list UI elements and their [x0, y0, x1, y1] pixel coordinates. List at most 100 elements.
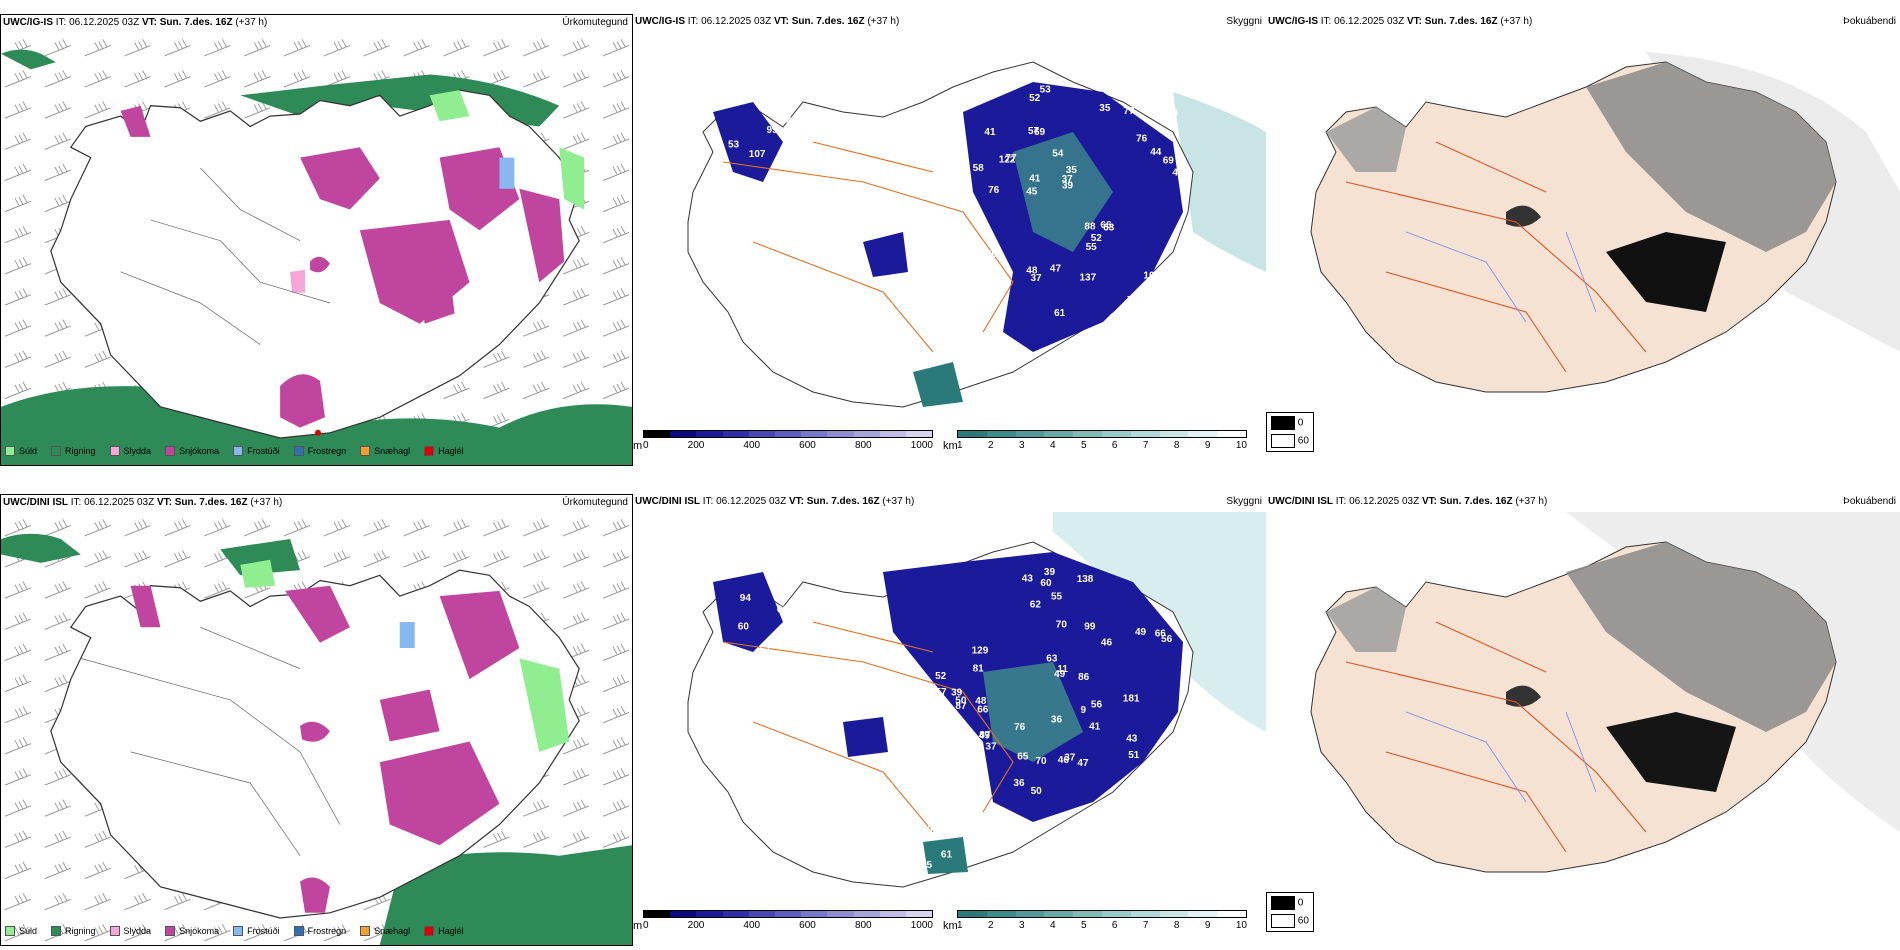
colorbar-tick: 800	[854, 440, 872, 451]
cloud-base-value-label: 56	[1091, 699, 1103, 710]
cloud-base-value-label: 41	[978, 276, 990, 287]
fog-param-row1: Þokuábendi	[1843, 16, 1896, 27]
cloud-base-value-label: 95	[985, 293, 997, 304]
cloud-base-value-label: 99	[1084, 622, 1096, 633]
cloud-base-value-label: 118	[962, 311, 979, 322]
colorbar-step	[722, 431, 749, 437]
fog-legend-swatch-high	[1271, 896, 1295, 910]
cloud-base-value-label: 77	[1005, 153, 1017, 164]
precip-param-row2: Úrkomutegund	[562, 497, 628, 508]
visibility-unit: km	[943, 440, 958, 452]
cloud-base-unit: m	[633, 920, 643, 932]
legend-swatch	[360, 926, 371, 936]
precip-title-row2: UWC/DINI ISL IT: 06.12.2025 03Z VT: Sun.…	[3, 497, 283, 508]
colorbar-step	[1073, 431, 1102, 437]
legend-swatch	[165, 446, 176, 456]
cloud-base-value-label: 125	[894, 342, 911, 353]
cloud-base-value-label: 60	[738, 621, 750, 632]
colorbar-tick: 10	[1235, 920, 1247, 931]
cloud-base-value-label: 49	[1054, 669, 1066, 680]
legend-swatch	[293, 926, 304, 936]
colorbar-step	[986, 911, 1016, 917]
colorbar-step	[696, 911, 723, 917]
colorbar-tick: 400	[743, 440, 761, 451]
fog-legend-swatch-low	[1271, 914, 1295, 928]
cloud-base-value-label: 138	[1077, 574, 1094, 585]
precip-map-row2	[1, 513, 632, 945]
colorbar-step	[827, 431, 854, 437]
cloud-base-value-label: 52	[1029, 93, 1041, 104]
fog-legend-row2: 0 60	[1266, 892, 1314, 932]
cloud-base-value-label: 47	[1077, 758, 1089, 769]
cloud-base-value-label: 55	[1051, 592, 1063, 603]
colorbar-step	[853, 431, 880, 437]
cloud-base-value-label: 77	[1123, 106, 1135, 117]
cloud-base-value-label: 36	[1051, 715, 1063, 726]
legend-swatch	[5, 926, 15, 936]
legend-item-snjokoma: Snjókoma	[165, 446, 219, 456]
cloud-base-value-label: 65	[1017, 751, 1029, 762]
precip-legend-row2: Súld Rigning Slydda Snjókoma Frostúði Fr…	[5, 923, 464, 939]
colorbar-tick: 8	[1173, 440, 1180, 451]
cloud-title-row2: UWC/DINI ISL IT: 06.12.2025 03Z VT: Sun.…	[635, 496, 915, 507]
legend-swatch	[5, 446, 15, 456]
cloud-map-row1: 89 53 47 107 99 73 57 54 42 77 57 41 69 35 63 42 52 47 88 4…	[633, 32, 1266, 430]
cloud-base-value-label: 42	[958, 250, 970, 261]
colorbar-step	[1188, 431, 1218, 437]
cloud-base-legend-row2: m 0 200 400 600 800 1000	[633, 910, 943, 944]
cloud-title-row1: UWC/IG-IS IT: 06.12.2025 03Z VT: Sun. 7.…	[635, 16, 900, 27]
colorbar-step	[879, 431, 906, 437]
cloud-base-legend-row1: m 0 200 400 600 800 1000	[633, 430, 943, 464]
legend-item-rigning: Rigning	[51, 446, 96, 456]
colorbar-tick: 6	[1111, 920, 1118, 931]
colorbar-step	[670, 911, 697, 917]
cloud-base-value-label: 137	[1080, 273, 1097, 284]
cloud-base-value-label: 22	[951, 255, 963, 266]
fog-title-row1: UWC/IG-IS IT: 06.12.2025 03Z VT: Sun. 7.…	[1268, 16, 1533, 27]
cloud-base-value-label: 53	[728, 140, 740, 151]
cloud-base-value-label: 50	[1031, 786, 1043, 797]
colorbar-step	[1217, 911, 1246, 917]
cloud-param-row1: Skyggni	[1226, 16, 1262, 27]
cloud-base-value-label: 56	[1161, 634, 1173, 645]
cloud-base-value-label: 35	[1099, 103, 1111, 114]
cloud-base-value-label: 57	[936, 687, 948, 698]
visibility-colorbar	[957, 430, 1247, 438]
fog-legend-low-label: 60	[1297, 435, 1309, 447]
colorbar-tick: 9	[1204, 920, 1211, 931]
colorbar-step	[1101, 431, 1131, 437]
cloud-base-value-label: 76	[1136, 133, 1148, 144]
colorbar-tick: 3	[1018, 920, 1025, 931]
colorbar-tick: 5	[1080, 440, 1087, 451]
cloud-base-value-label: 87	[955, 701, 967, 712]
cloud-base-value-label: 61	[1054, 308, 1066, 319]
fog-legend-high-label: 0	[1297, 897, 1304, 909]
colorbar-tick: 1	[957, 440, 963, 451]
fog-title-row2: UWC/DINI ISL IT: 06.12.2025 03Z VT: Sun.…	[1268, 496, 1548, 507]
legend-item-rigning: Rigning	[51, 926, 96, 936]
colorbar-tick: 8	[1173, 920, 1180, 931]
colorbar-step	[1044, 431, 1074, 437]
cloud-base-value-label: 76	[988, 185, 1000, 196]
colorbar-step	[1015, 911, 1045, 917]
cloud-base-value-label: 51	[941, 307, 953, 318]
colorbar-tick: 7	[1142, 440, 1149, 451]
colorbar-tick: 1	[957, 920, 963, 931]
cloud-base-value-label: 50	[955, 695, 967, 706]
cloud-base-value-label: 51	[1128, 750, 1140, 761]
legend-item-sudl: Súld	[5, 446, 37, 456]
legend-item-snaehagl: Snæhagl	[360, 926, 410, 936]
precip-type-panel-row2: UWC/DINI ISL IT: 06.12.2025 03Z VT: Sun.…	[0, 494, 633, 946]
colorbar-tick: 4	[1049, 440, 1056, 451]
legend-item-snjokoma: Snjókoma	[165, 926, 219, 936]
cloud-base-value-label: 81	[973, 664, 985, 675]
fog-legend-swatch-high	[1271, 416, 1295, 430]
colorbar-tick: 1000	[910, 440, 933, 451]
colorbar-step	[1159, 911, 1189, 917]
cloud-base-value-label: 76	[1014, 722, 1026, 733]
colorbar-tick: 1000	[910, 920, 933, 931]
cloud-base-value-label: 181	[1123, 693, 1140, 704]
colorbar-tick: 200	[687, 920, 705, 931]
colorbar-step	[1101, 911, 1131, 917]
cloud-base-value-label: 107	[749, 149, 766, 160]
